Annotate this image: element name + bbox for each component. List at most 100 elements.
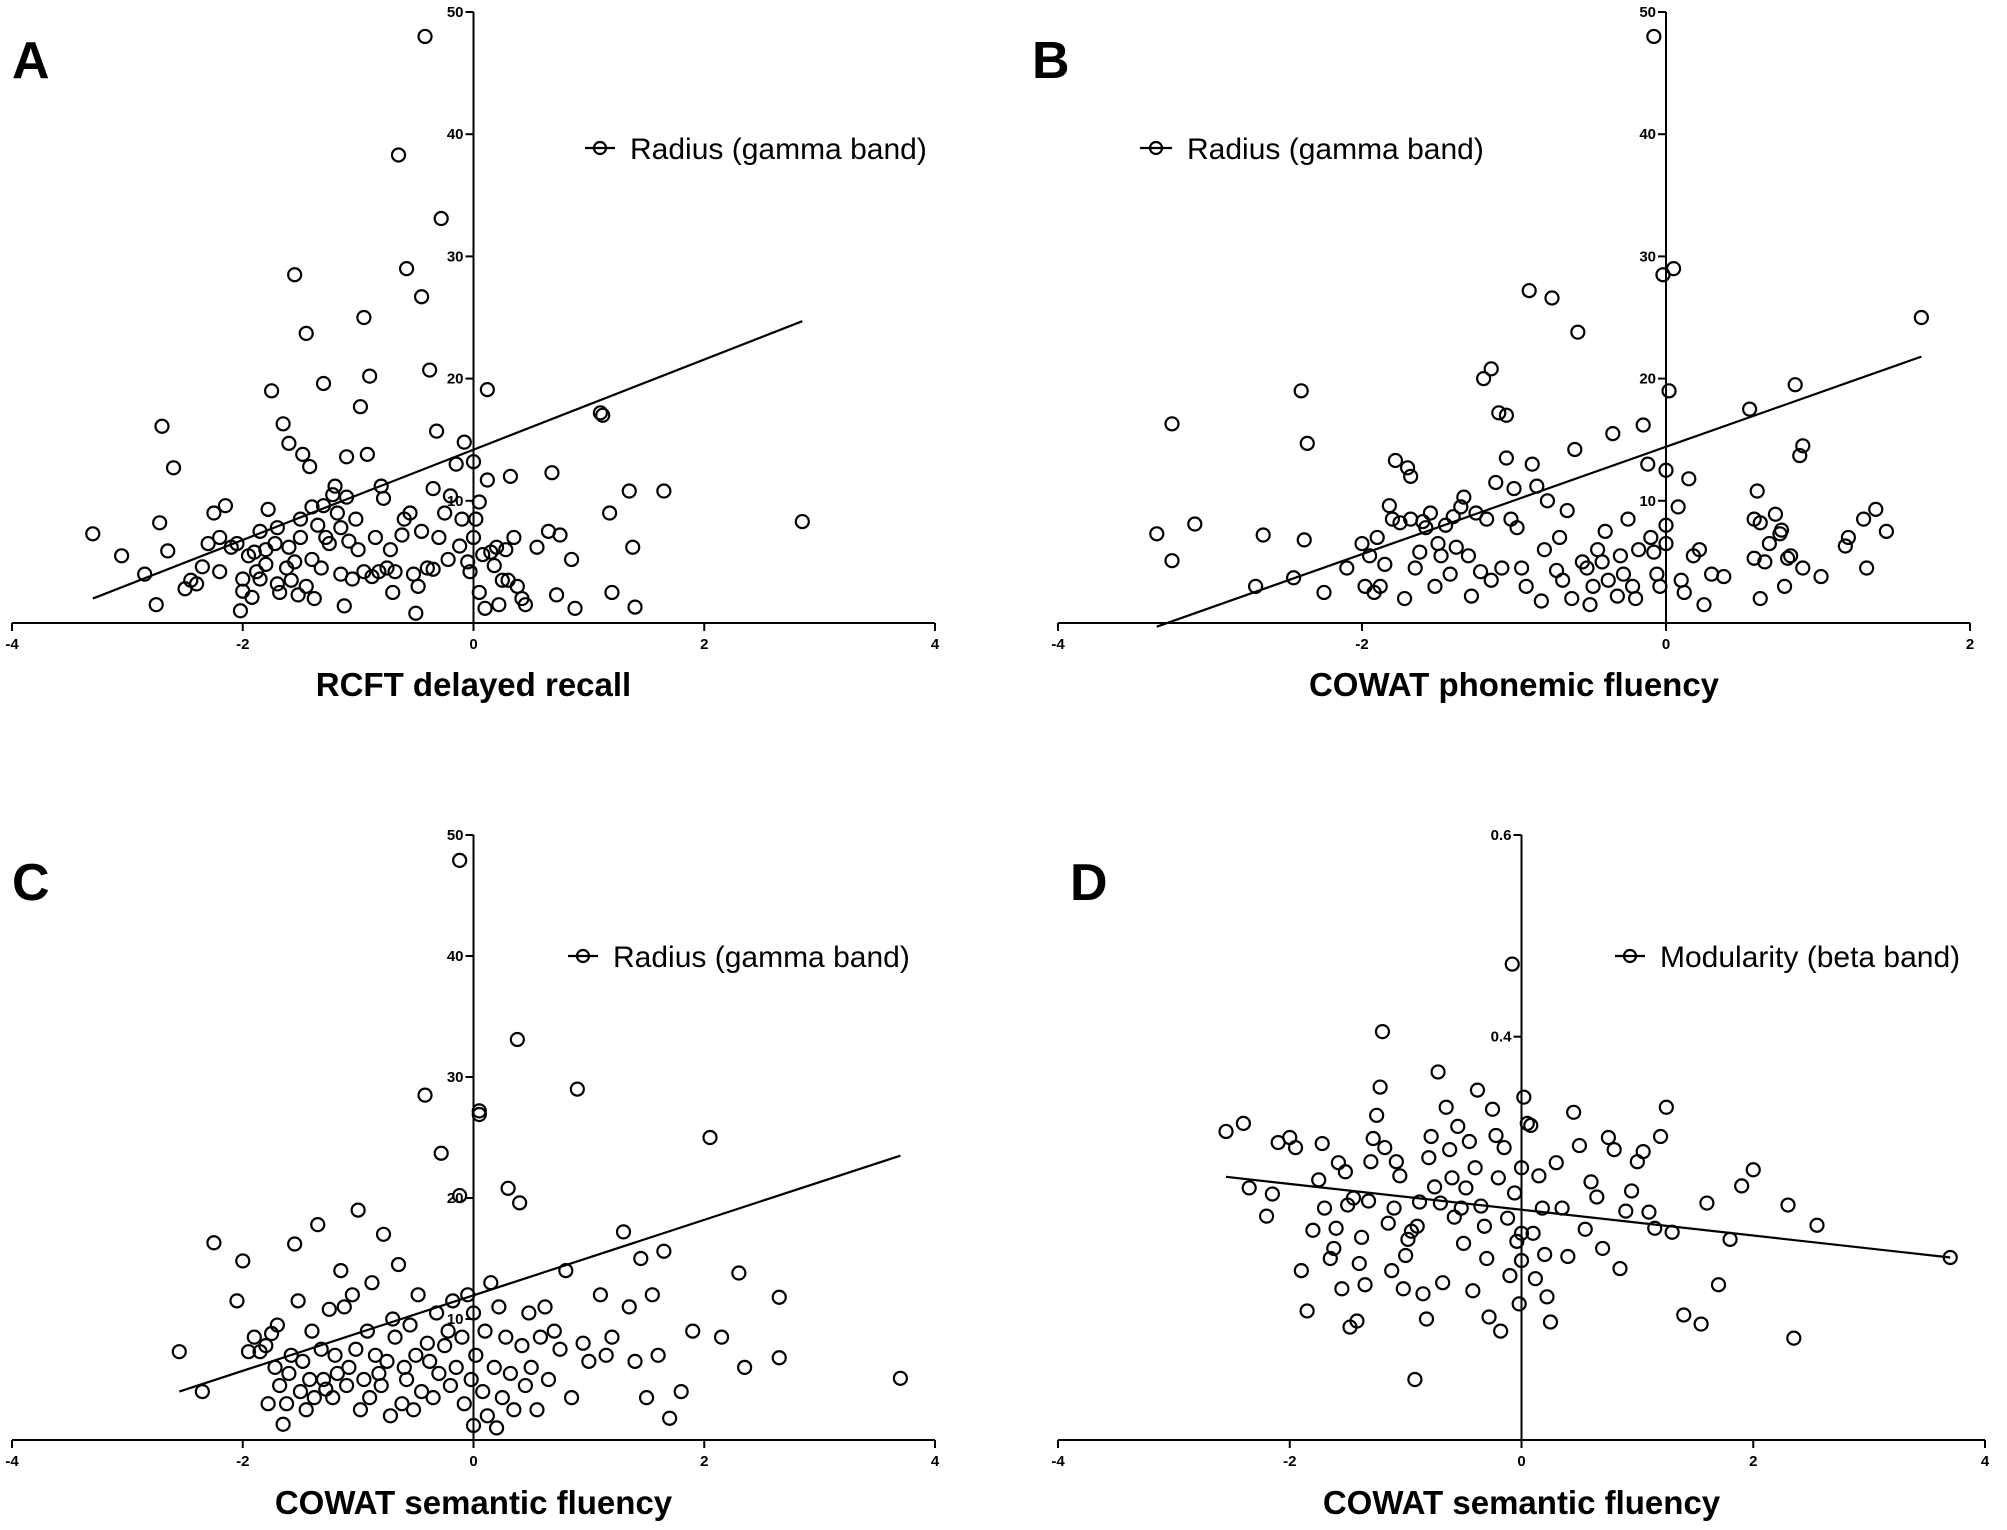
data-point [1582,597,1598,613]
data-point [685,1323,701,1339]
data-point [479,472,495,488]
data-point [1442,1141,1458,1158]
data-point [313,1341,329,1357]
data-point [267,535,283,552]
data-point [194,1383,210,1400]
data-point [402,1317,418,1333]
data-point [498,1329,514,1345]
data-point [362,368,378,384]
x-tick-label: -2 [1355,636,1368,653]
data-point [1511,1296,1527,1312]
data-point [1646,28,1662,45]
data-point [1577,1221,1593,1237]
data-point [1635,1144,1651,1160]
data-point [1612,1260,1628,1277]
data-point [1488,1127,1504,1144]
data-point [1773,522,1790,538]
data-point [1560,1248,1576,1265]
data-point [1481,1309,1497,1325]
data-point [514,1338,530,1354]
data-point [235,1253,251,1269]
data-point [1779,550,1796,566]
data-point [1479,511,1495,527]
data-point [267,1359,283,1376]
data-point [348,511,364,527]
data-point [506,1402,522,1418]
data-point [410,1287,426,1303]
data-point [1620,511,1636,527]
legend-marker [1148,140,1164,156]
data-point [1579,560,1595,576]
data-point [1640,456,1656,472]
data-point [1430,535,1446,552]
regression-line [92,320,803,600]
data-point [1513,1252,1530,1269]
data-point [248,564,265,580]
data-point [552,1341,568,1357]
data-point [1589,1189,1605,1205]
data-point [1423,1128,1439,1145]
data-point [771,1350,787,1366]
data-point [306,590,322,607]
data-point [1235,1115,1252,1131]
data-point [252,523,268,539]
data-point [394,527,410,543]
data-point [1400,1231,1416,1247]
y-tick-label: 40 [447,948,464,965]
x-axis-label: COWAT semantic fluency [1323,1484,1721,1521]
data-point [269,1317,285,1333]
data-point [512,1195,528,1211]
data-point [272,584,288,601]
data-point [604,1329,620,1345]
data-point [425,1390,441,1406]
data-point [1646,544,1662,560]
data-point [1384,1262,1400,1279]
data-point [1531,1168,1547,1184]
data-point [1609,588,1625,604]
data-point [431,1365,447,1382]
data-point [1314,1135,1330,1152]
data-point [212,564,228,580]
data-point [475,1383,491,1400]
y-tick-label: 0.4 [1491,1029,1513,1046]
data-point [477,600,493,616]
data-point [1473,1198,1489,1214]
data-point [281,539,297,555]
data-point [1691,542,1708,558]
y-tick-label: 30 [447,248,464,265]
data-point [379,1353,395,1369]
data-point [1399,460,1416,476]
data-point [1450,1118,1466,1135]
data-point [338,1377,355,1394]
data-point [413,1383,430,1400]
data-point [382,542,399,558]
data-point [621,1299,637,1315]
data-point [1381,498,1397,514]
data-point [431,529,447,546]
data-point [1448,539,1464,555]
data-point [1600,572,1616,588]
data-point [1594,554,1610,570]
x-tick-label: -2 [236,1453,249,1470]
data-point [396,1359,412,1376]
data-point [475,546,491,563]
data-point [1527,1271,1544,1287]
data-point [1696,597,1712,613]
data-point [344,1287,360,1303]
data-point [552,527,568,543]
data-point [471,584,487,601]
data-point [471,1103,487,1119]
data-point [479,1408,495,1424]
data-point [517,1377,534,1394]
data-point [379,560,395,576]
data-point [1813,568,1829,585]
data-point [292,511,309,527]
data-point [1456,489,1472,505]
y-tick-label: 40 [447,126,464,143]
data-point [194,559,210,575]
data-point [1513,1160,1530,1176]
data-point [252,571,268,587]
data-point [644,1287,660,1303]
data-point [1513,560,1530,576]
data-point [304,1323,320,1339]
